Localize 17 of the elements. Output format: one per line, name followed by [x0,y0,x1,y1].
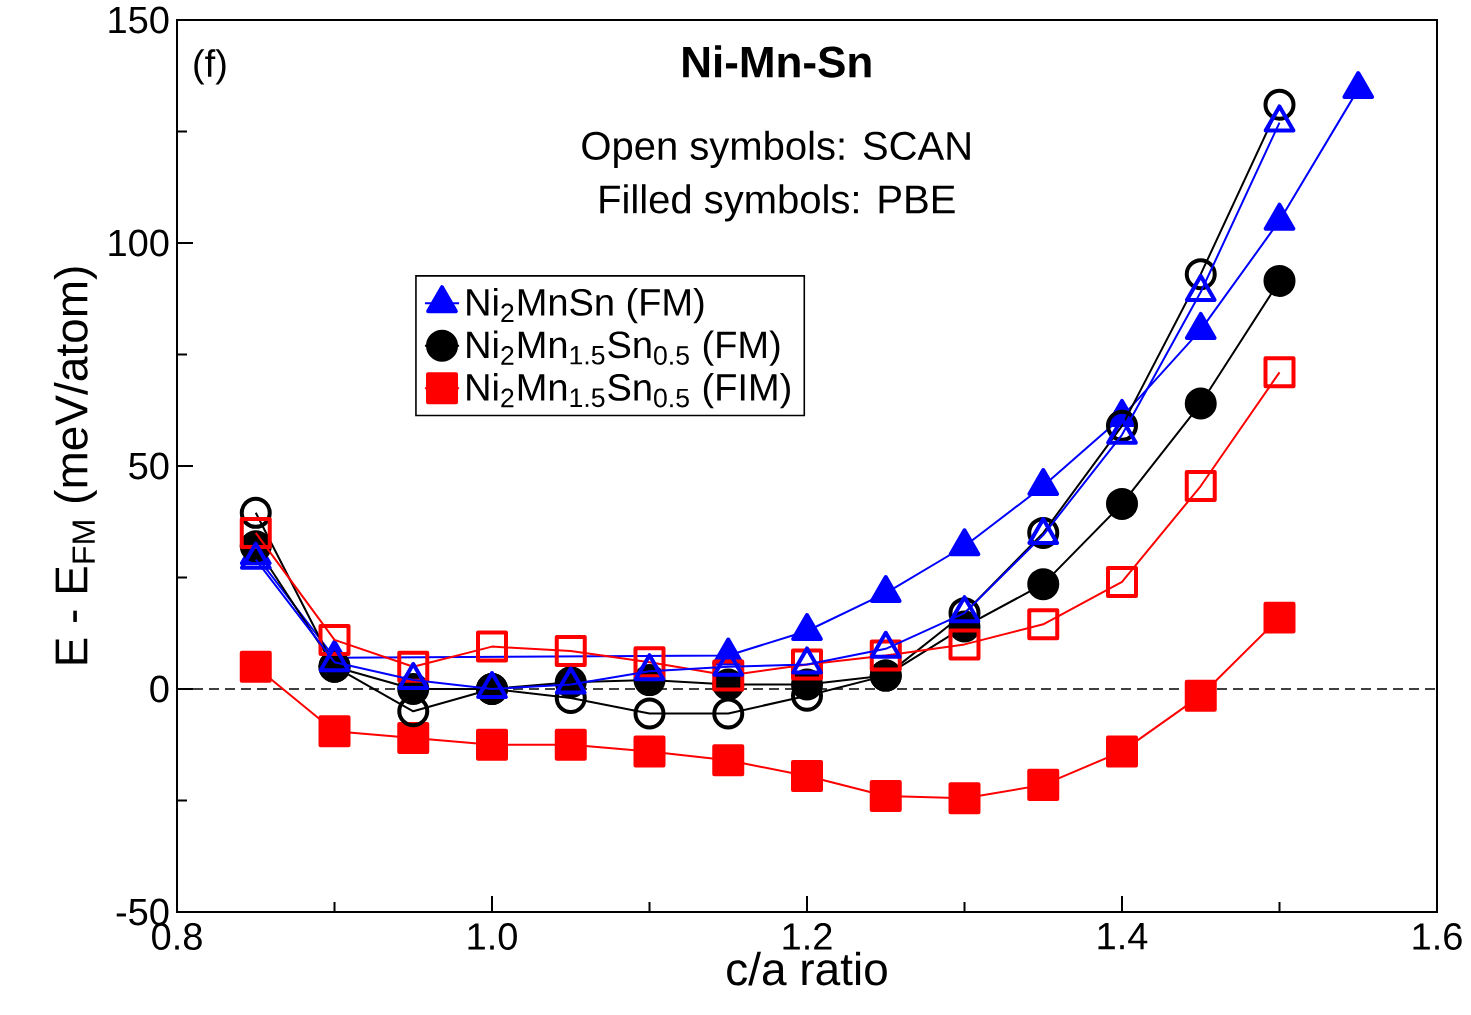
x-tick-label: 1.4 [1098,923,1148,950]
annotation: (f) [194,49,226,85]
y-axis-title: E - E$_{FM}$ (meV/atom) [53,267,97,664]
x-tick-label: 1.6 [1413,923,1462,950]
x-tick-label: 1.0 [468,923,517,950]
legend-label: Ni$_{2}$MnSn (FM) [467,287,704,324]
annotation: Filled symbols: PBE [600,184,955,222]
annotation: Open symbols: SCAN [582,130,970,168]
legend-label: Ni$_{2}$Mn$_{1.5}$Sn$_{0.5}$ (FM) [467,330,780,366]
y-tick-label: 50 [129,452,169,480]
y-tick-label: 100 [109,229,169,257]
chart-title: Ni-Mn-Sn [683,45,871,78]
x-axis-title: c/a ratio [727,951,887,986]
x-tick-label: 1.2 [783,923,832,950]
y-tick-label: 0 [150,675,169,703]
legend-label: Ni$_{2}$Mn$_{1.5}$Sn$_{0.5}$ (FIM) [467,372,790,409]
y-tick-label: 150 [109,6,169,34]
